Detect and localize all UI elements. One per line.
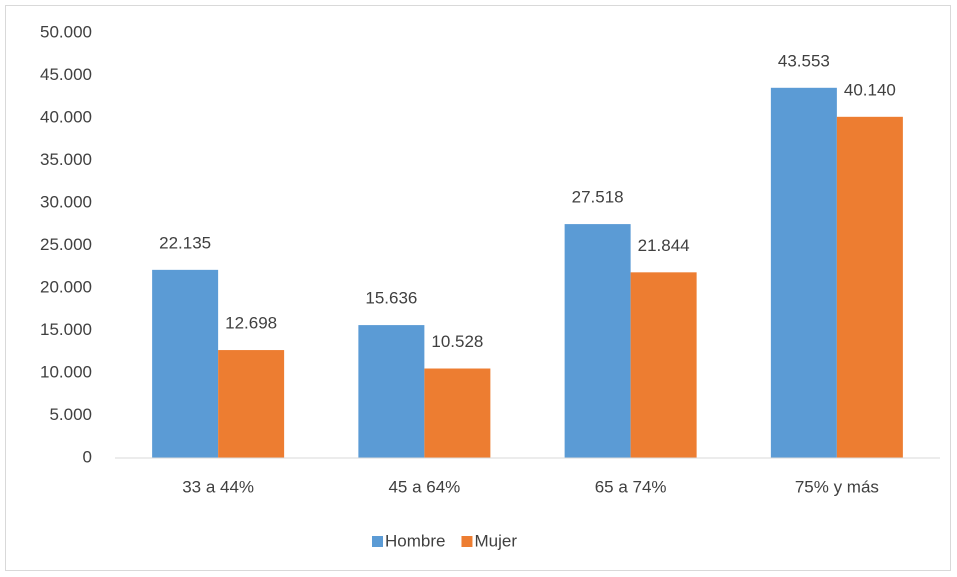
y-tick-label: 10.000 (40, 362, 92, 381)
y-tick-label: 20.000 (40, 277, 92, 296)
data-label: 21.844 (638, 236, 690, 255)
data-label: 27.518 (572, 188, 624, 207)
data-label: 12.698 (225, 314, 277, 333)
x-tick-label: 45 a 64% (388, 477, 460, 496)
legend-swatch (461, 536, 473, 547)
bar (630, 272, 697, 458)
y-tick-label: 45.000 (40, 65, 92, 84)
x-tick-label: 33 a 44% (182, 477, 254, 496)
bar (218, 350, 285, 458)
legend-label: Mujer (474, 531, 517, 550)
x-tick-label: 75% y más (795, 477, 879, 496)
bar (424, 368, 491, 458)
y-tick-label: 50.000 (40, 22, 92, 41)
bar (564, 224, 631, 458)
x-tick-label: 65 a 74% (595, 477, 667, 496)
legend-label: Hombre (385, 531, 445, 550)
data-label: 43.553 (778, 51, 830, 70)
y-tick-label: 15.000 (40, 320, 92, 339)
y-tick-label: 25.000 (40, 235, 92, 254)
y-tick-label: 40.000 (40, 107, 92, 126)
bar (152, 269, 219, 458)
legend-swatch (372, 536, 383, 547)
y-tick-label: 5.000 (49, 405, 92, 424)
data-label: 22.135 (159, 233, 211, 252)
bar (770, 87, 837, 458)
bar (358, 325, 425, 458)
y-tick-label: 35.000 (40, 150, 92, 169)
bar (836, 116, 903, 458)
y-tick-label: 30.000 (40, 192, 92, 211)
data-label: 10.528 (431, 332, 483, 351)
data-label: 15.636 (365, 289, 417, 308)
y-tick-label: 0 (83, 447, 92, 466)
data-label: 40.140 (844, 80, 896, 99)
